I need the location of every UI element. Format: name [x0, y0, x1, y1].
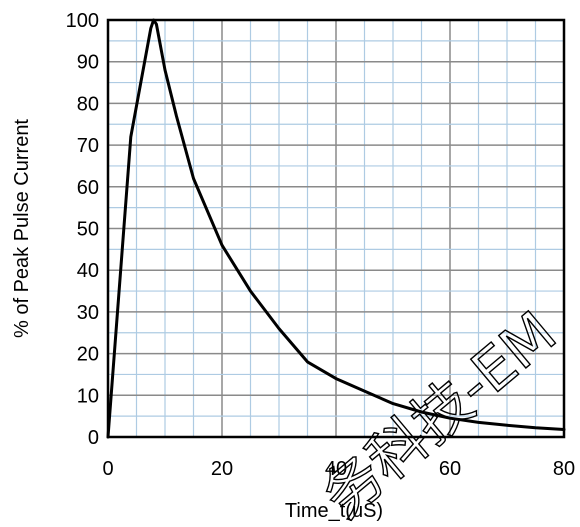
- y-tick-label: 80: [77, 93, 99, 115]
- x-tick-label: 60: [439, 458, 461, 480]
- y-tick-label: 70: [77, 135, 99, 157]
- y-tick-label: 50: [77, 219, 99, 241]
- x-axis-title: Time_t(uS): [285, 500, 383, 522]
- x-tick-label: 40: [325, 458, 347, 480]
- x-tick-label: 20: [211, 458, 233, 480]
- series-layer: [106, 18, 566, 439]
- y-tick-label: 40: [77, 260, 99, 282]
- x-tick-label: 80: [553, 458, 575, 480]
- plot-frame: [106, 18, 566, 439]
- y-axis-title: % of Peak Pulse Current: [11, 119, 33, 338]
- y-tick-label: 60: [77, 177, 99, 199]
- pulse-current-line: [106, 18, 566, 439]
- y-tick-label: 10: [77, 385, 99, 407]
- y-tick-label: 30: [77, 302, 99, 324]
- y-tick-label: 100: [66, 10, 99, 32]
- y-tick-label: 90: [77, 52, 99, 74]
- x-tick-labels: 0 20 40 60 80: [102, 458, 575, 480]
- x-tick-label: 0: [102, 458, 113, 480]
- y-tick-label: 0: [88, 427, 99, 449]
- y-tick-label: 20: [77, 344, 99, 366]
- y-tick-labels: 0 10 20 30 40 50 60 70 80 90 100: [66, 10, 99, 449]
